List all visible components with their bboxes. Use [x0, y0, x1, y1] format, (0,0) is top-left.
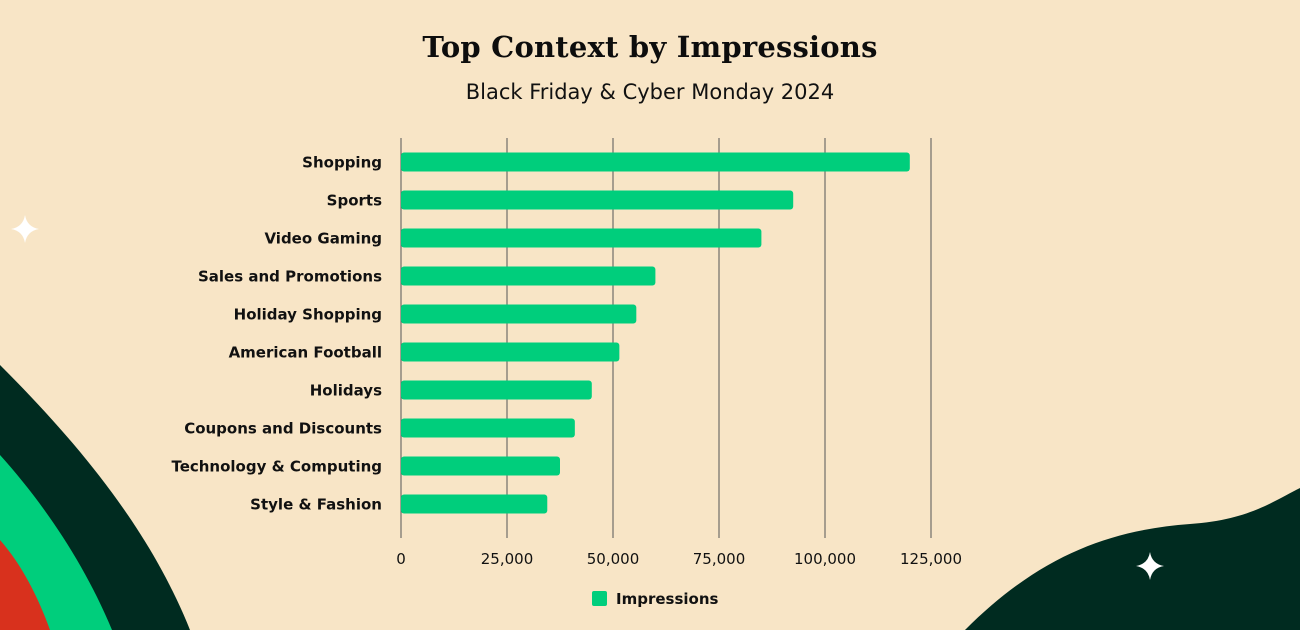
bar [401, 304, 637, 324]
x-tick-label: 75,000 [693, 550, 746, 568]
legend-label: Impressions [616, 590, 719, 608]
category-label: Video Gaming [264, 230, 382, 248]
category-label: American Football [229, 344, 382, 362]
category-label: Shopping [302, 154, 382, 172]
bar [401, 342, 620, 362]
category-label: Holiday Shopping [234, 306, 382, 324]
legend-swatch [592, 591, 607, 606]
bar [401, 266, 656, 286]
category-label: Sports [327, 192, 382, 210]
category-label: Technology & Computing [171, 458, 382, 476]
chart-subtitle: Black Friday & Cyber Monday 2024 [465, 80, 835, 104]
x-tick-labels: 0 25,000 50,000 75,000 100,000 125,000 [396, 550, 962, 568]
sparkle-icon [1136, 552, 1164, 580]
x-tick-label: 50,000 [587, 550, 640, 568]
category-label: Holidays [310, 382, 382, 400]
category-label: Sales and Promotions [198, 268, 382, 286]
x-tick-label: 125,000 [900, 550, 962, 568]
bar [401, 190, 794, 210]
sparkle-icon [11, 215, 39, 243]
category-labels: Shopping Sports Video Gaming Sales and Prom… [171, 154, 382, 514]
background-decorations [0, 215, 1300, 630]
decor-red-arc [0, 540, 50, 630]
bar [401, 380, 592, 400]
category-label: Style & Fashion [250, 496, 382, 514]
bar [401, 418, 575, 438]
bar [401, 152, 910, 172]
x-tick-label: 0 [396, 550, 406, 568]
x-tick-label: 100,000 [794, 550, 856, 568]
x-tick-label: 25,000 [481, 550, 534, 568]
bars [401, 152, 910, 514]
legend: Impressions [592, 590, 719, 608]
category-label: Coupons and Discounts [184, 420, 382, 438]
chart-title: Top Context by Impressions [422, 30, 878, 64]
decor-dark-wave [965, 488, 1300, 630]
bar [401, 228, 762, 248]
bar [401, 456, 560, 476]
bar [401, 494, 548, 514]
